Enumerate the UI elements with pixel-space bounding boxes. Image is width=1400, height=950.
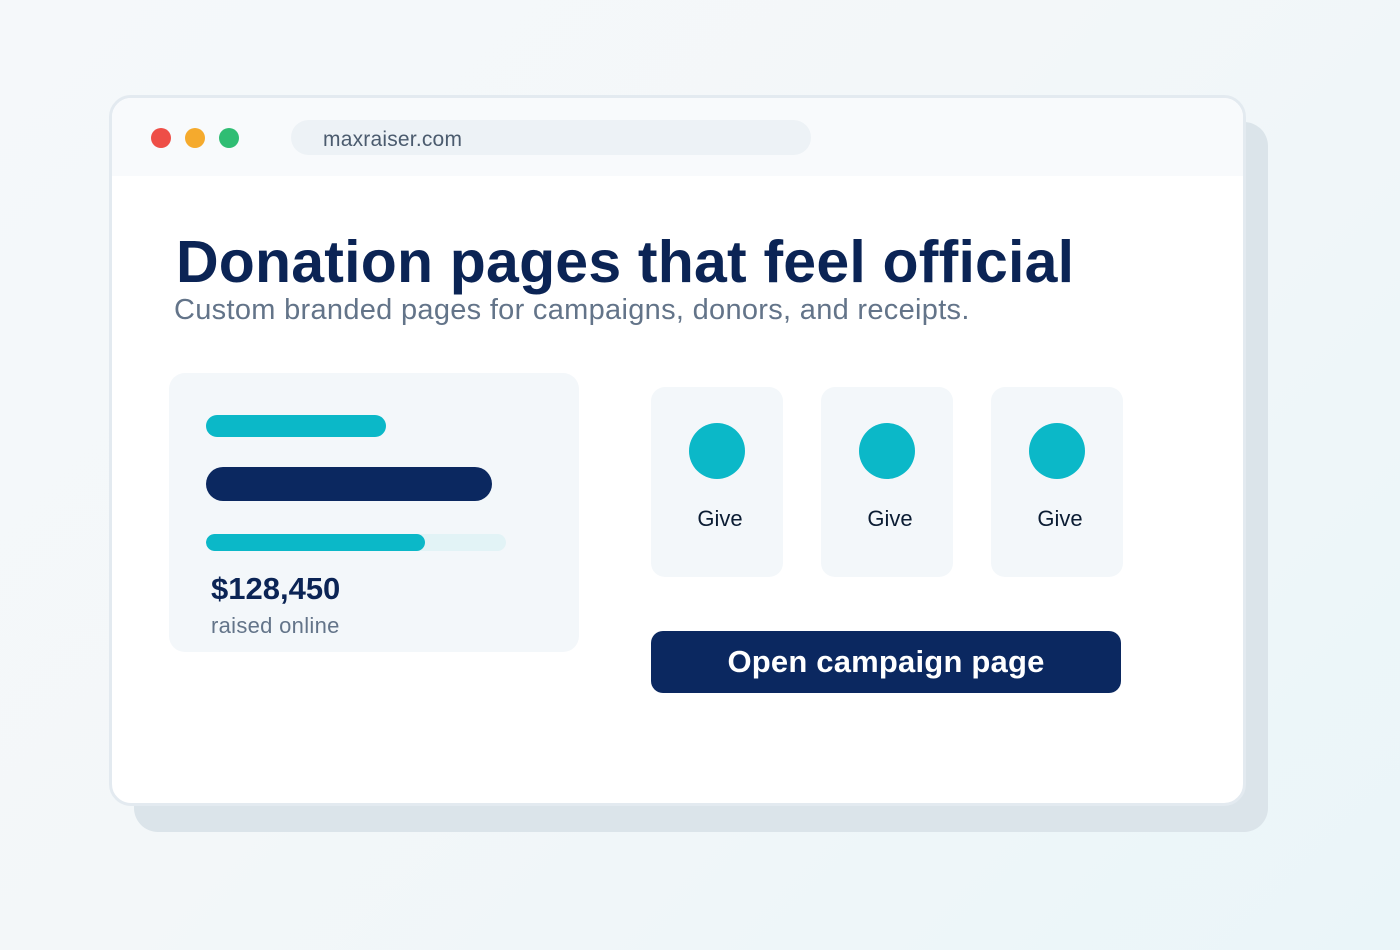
donation-circle-icon — [859, 423, 915, 479]
address-url: maxraiser.com — [323, 128, 463, 151]
page-subtitle: Custom branded pages for campaigns, dono… — [174, 294, 970, 326]
give-option-2[interactable]: Give — [821, 387, 953, 577]
donation-circle-icon — [689, 423, 745, 479]
placeholder-bar-heading — [206, 467, 492, 501]
give-option-label: Give — [697, 506, 743, 531]
placeholder-bar-short — [206, 415, 386, 437]
minimize-window-dot[interactable] — [185, 128, 205, 148]
amount-raised: $128,450 — [211, 571, 341, 606]
give-option-1[interactable]: Give — [651, 387, 783, 577]
give-option-label: Give — [867, 506, 913, 531]
give-option-3[interactable]: Give — [991, 387, 1123, 577]
page-title: Donation pages that feel official — [176, 229, 1075, 295]
fundraising-stats-card: $128,450 raised online — [169, 373, 579, 652]
browser-titlebar: maxraiser.com — [112, 98, 1243, 176]
open-campaign-page-button[interactable]: Open campaign page — [651, 631, 1121, 693]
close-window-dot[interactable] — [151, 128, 171, 148]
fundraising-progress-bar — [206, 534, 506, 551]
address-bar[interactable]: maxraiser.com — [291, 120, 811, 155]
fundraising-progress-fill — [206, 534, 425, 551]
amount-caption: raised online — [211, 613, 340, 638]
give-option-label: Give — [1037, 506, 1083, 531]
browser-window: maxraiser.com Donation pages that feel o… — [109, 95, 1246, 806]
donation-circle-icon — [1029, 423, 1085, 479]
maximize-window-dot[interactable] — [219, 128, 239, 148]
